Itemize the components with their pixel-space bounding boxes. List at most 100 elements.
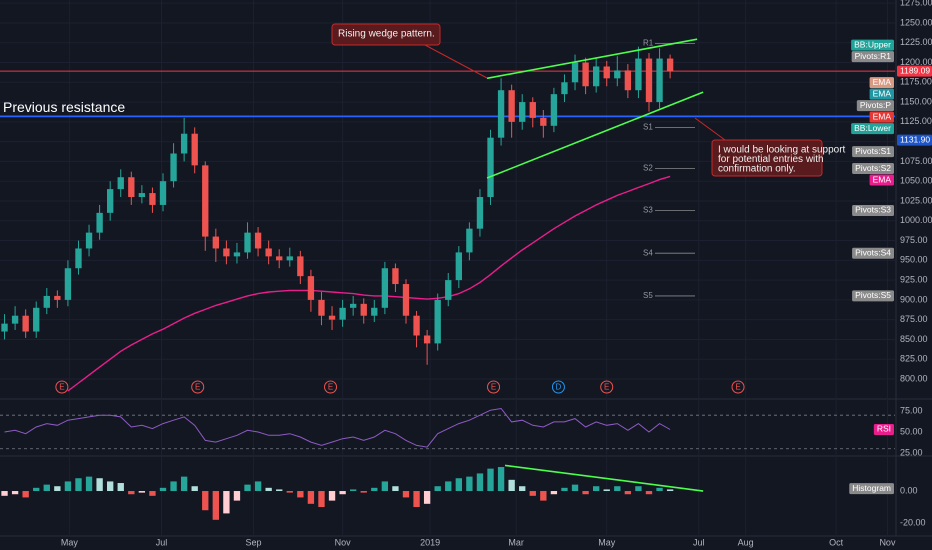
candle-body [244,232,251,253]
candle-body [540,117,547,126]
event-marker [600,380,614,394]
candle-body [497,90,505,138]
histogram-bar [635,486,642,492]
event-marker [731,380,745,394]
candle-body [276,256,283,261]
histogram-bar [624,491,632,495]
candle-body [339,307,346,320]
tag-label: EMA [873,77,892,87]
tag [852,204,894,216]
callout-text: I would be looking at support [718,145,846,156]
x-tick-label: Jul [693,537,705,547]
candle-body [43,295,50,308]
candle-body [117,177,124,190]
candle-body [445,280,452,300]
y-tick-label: 1050.00 [900,176,932,186]
histogram-bar [666,489,674,492]
candle-body [64,268,72,300]
candle-body [265,248,272,257]
histogram-bar [434,486,441,492]
pivot-label: S3 [643,206,653,215]
tag [897,65,932,77]
candle-body [624,70,632,91]
tag-label: RSI [877,424,891,434]
tag-label: Pivots:P [860,100,892,110]
histogram-bar [170,481,177,492]
tag [856,100,894,112]
histogram-bar [128,491,135,495]
candle-body [603,66,610,79]
histogram-bar [11,491,19,495]
histogram-bar [645,491,653,495]
histogram-bar [476,473,484,492]
y-tick-label: 1150.00 [900,96,932,106]
candle-body [254,232,262,249]
candle-body [107,189,114,213]
histogram-bar [487,468,494,492]
histogram-bar [159,487,167,492]
tag [852,290,894,302]
histogram-bar [212,491,219,520]
histogram-bar [254,481,262,492]
candle-body [128,177,135,198]
histogram-bar [202,491,209,511]
candle-body [318,299,325,316]
callout-text: confirmation only. [718,164,796,175]
candle-body [328,315,336,320]
histogram-bar [603,489,610,492]
histogram-bar [529,491,536,496]
y-tick-label: 875.00 [900,314,928,324]
y-tick-label: 1200.00 [900,57,932,67]
histogram-bar [107,481,114,492]
tag-label: BB:Lower [854,123,891,133]
histogram-bar [423,491,431,504]
tag [869,174,894,186]
candle-body [11,315,19,324]
histogram-bar [614,486,621,492]
candle-body [656,58,663,103]
tag [869,111,894,123]
histogram-bar [402,491,410,498]
histogram-bar [413,491,420,508]
histogram-bar [96,478,103,492]
candle-body [33,307,40,332]
histogram-bar [540,491,547,501]
event-marker [55,380,69,394]
histogram-bar [117,483,124,492]
x-tick-label: Jul [156,537,168,547]
candle-body [423,335,431,344]
callout-text: Rising wedge pattern. [338,29,435,40]
histogram-bar [381,481,389,492]
event-label: E [195,383,200,392]
y-tick-label: 1275.00 [900,0,932,8]
candle-body [455,252,462,281]
tag [897,134,932,146]
tag [849,483,894,495]
y-tick-label: 975.00 [900,235,928,245]
candle-body [402,284,410,316]
event-label: E [491,383,496,392]
candle-body [75,248,82,269]
histogram-bar [75,478,82,492]
y-tick-label: 800.00 [900,373,928,383]
tag [851,51,894,63]
candle-body [138,193,146,198]
marks [0,38,895,520]
histogram-bar [466,476,473,492]
y-tick-label: 1225.00 [900,37,932,47]
candle-body [645,58,653,103]
candle-body [582,62,589,87]
candle-body [571,62,579,83]
y-tick-label: 25.00 [900,447,923,457]
tag-label: EMA [873,174,892,184]
candle-body [550,94,558,126]
x-tick-label: Nov [879,537,896,547]
grid [0,0,895,536]
tag [852,146,894,158]
tag-label: Pivots:S5 [855,290,891,300]
candle-body [170,153,177,182]
callout-pointer [424,44,488,79]
histogram-bar [360,491,367,493]
event-marker [324,380,338,394]
